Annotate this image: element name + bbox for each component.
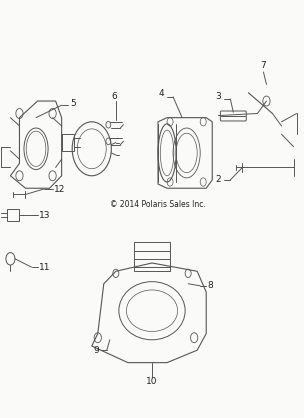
Text: 3: 3 [216,92,221,102]
Text: © 2014 Polaris Sales Inc.: © 2014 Polaris Sales Inc. [110,200,206,209]
Text: 7: 7 [261,61,266,70]
Text: 8: 8 [208,281,213,291]
Text: 11: 11 [39,263,50,272]
Text: 4: 4 [158,89,164,99]
Text: 13: 13 [39,211,50,220]
Text: 9: 9 [94,346,99,355]
Text: 6: 6 [112,92,117,102]
Text: 10: 10 [146,377,158,386]
Text: 2: 2 [216,175,221,184]
Text: 5: 5 [71,99,76,107]
Text: 12: 12 [54,185,65,194]
